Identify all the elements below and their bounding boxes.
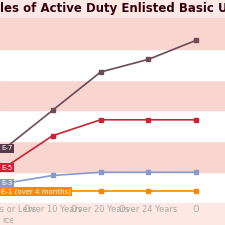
- Text: E-1 (over 4 months): E-1 (over 4 months): [1, 188, 71, 195]
- Bar: [0, 110, 225, 141]
- Text: E-5: E-5: [1, 164, 12, 171]
- Text: E-3: E-3: [1, 180, 12, 187]
- Bar: [0, 18, 225, 49]
- Bar: [0, 79, 225, 110]
- Text: E-7: E-7: [1, 145, 12, 151]
- Bar: [0, 49, 225, 79]
- Bar: [0, 141, 225, 172]
- Text: les of Active Duty Enlisted Basic U.S. Milita: les of Active Duty Enlisted Basic U.S. M…: [0, 2, 225, 16]
- Text: rce: rce: [2, 216, 14, 225]
- Bar: [0, 172, 225, 202]
